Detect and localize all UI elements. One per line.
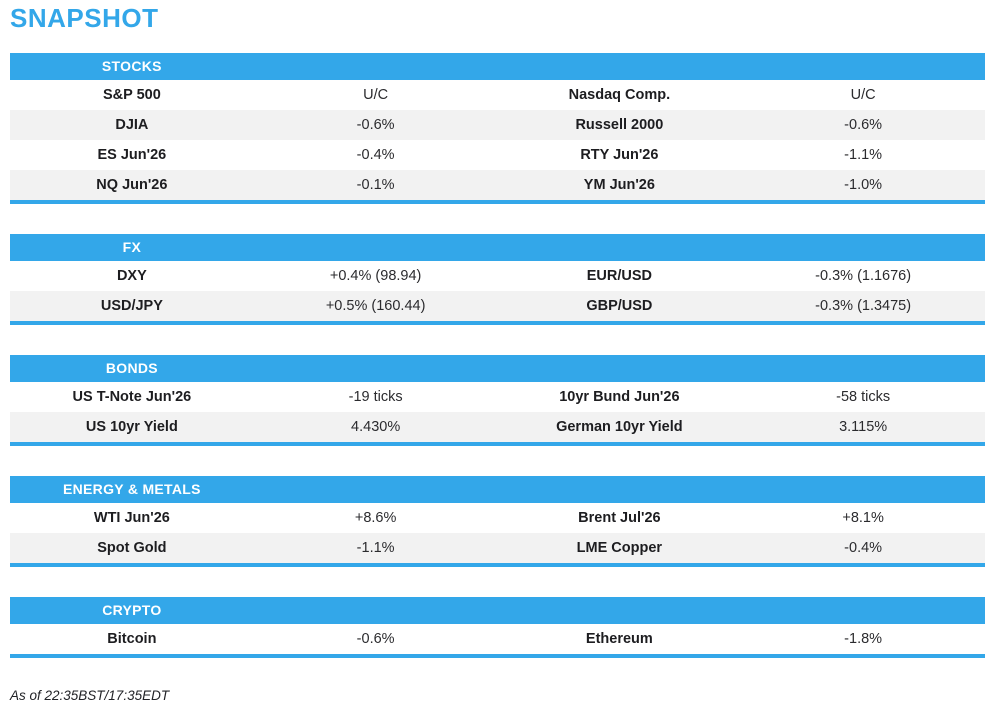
page-title: SNAPSHOT — [10, 3, 159, 33]
table-row: Bitcoin -0.6% Ethereum -1.8% — [10, 623, 985, 654]
section-energy-metals: ENERGY & METALS WTI Jun'26 +8.6% Brent Jul'… — [10, 475, 985, 567]
instrument-label: NQ Jun'26 — [96, 176, 168, 193]
section-header: FX — [10, 233, 985, 261]
table-row: WTI Jun'26 +8.6% Brent Jul'26 +8.1% — [10, 502, 985, 533]
section-title: ENERGY & METALS — [62, 481, 201, 498]
instrument-value: -0.3% (1.1676) — [815, 267, 912, 284]
section-header: STOCKS — [10, 52, 985, 80]
section-crypto: CRYPTO Bitcoin -0.6% Ethereum -1.8% — [10, 596, 985, 658]
table-row: US T-Note Jun'26 -19 ticks 10yr Bund Jun'2… — [10, 381, 985, 412]
instrument-value: -1.8% — [844, 630, 883, 647]
instrument-label: LME Copper — [576, 539, 663, 556]
instrument-label: EUR/USD — [586, 267, 652, 284]
table-row: Spot Gold -1.1% LME Copper -0.4% — [10, 532, 985, 563]
section-header: BONDS — [10, 354, 985, 382]
instrument-label: US T-Note Jun'26 — [72, 388, 192, 405]
instrument-value: +8.6% — [354, 509, 397, 526]
instrument-value: -0.6% — [356, 116, 395, 133]
table-row: US 10yr Yield 4.430% German 10yr Yield 3.11… — [10, 411, 985, 442]
instrument-value: -1.1% — [356, 539, 395, 556]
instrument-label: DXY — [116, 267, 147, 284]
instrument-label: USD/JPY — [100, 297, 163, 314]
section-stocks: STOCKS S&P 500 U/C Nasdaq Comp. U/C DJIA -0.6%… — [10, 52, 985, 204]
sections: STOCKS S&P 500 U/C Nasdaq Comp. U/C DJIA -0.6%… — [10, 52, 985, 658]
instrument-label: Brent Jul'26 — [578, 509, 661, 526]
section-bonds: BONDS US T-Note Jun'26 -19 ticks 10yr Bund … — [10, 354, 985, 446]
instrument-value: -0.4% — [844, 539, 883, 556]
instrument-label: Nasdaq Comp. — [568, 86, 671, 103]
instrument-label: Ethereum — [585, 630, 653, 647]
section-header: ENERGY & METALS — [10, 475, 985, 503]
instrument-value: -0.6% — [844, 116, 883, 133]
snapshot-page: SNAPSHOT STOCKS S&P 500 U/C Nasdaq Comp. U/C… — [10, 0, 985, 703]
instrument-value: 4.430% — [351, 418, 401, 435]
instrument-label: YM Jun'26 — [583, 176, 655, 193]
instrument-value: -0.1% — [356, 176, 395, 193]
instrument-value: -19 ticks — [348, 388, 403, 405]
instrument-value: -0.6% — [356, 630, 395, 647]
instrument-label: Spot Gold — [97, 539, 167, 556]
table-row: NQ Jun'26 -0.1% YM Jun'26 -1.0% — [10, 169, 985, 200]
table-row: DJIA -0.6% Russell 2000 -0.6% — [10, 109, 985, 140]
instrument-value: -0.4% — [356, 146, 395, 163]
instrument-label: DJIA — [115, 116, 149, 133]
section-title: CRYPTO — [102, 602, 162, 619]
section-title: STOCKS — [101, 58, 162, 75]
instrument-value: U/C — [850, 86, 876, 103]
table-row: S&P 500 U/C Nasdaq Comp. U/C — [10, 79, 985, 110]
instrument-value: -58 ticks — [836, 388, 891, 405]
section-fx: FX DXY +0.4% (98.94) EUR/USD -0.3% (1.1676) U… — [10, 233, 985, 325]
section-title: BONDS — [105, 360, 158, 377]
instrument-value: +0.5% (160.44) — [325, 297, 426, 314]
timestamp-note: As of 22:35BST/17:35EDT — [10, 687, 170, 703]
instrument-label: WTI Jun'26 — [93, 509, 170, 526]
section-title: FX — [122, 239, 142, 256]
instrument-value: -1.0% — [844, 176, 883, 193]
instrument-label: US 10yr Yield — [85, 418, 178, 435]
instrument-value: 3.115% — [839, 418, 888, 435]
instrument-value: -1.1% — [844, 146, 883, 163]
instrument-value: +8.1% — [842, 509, 884, 526]
instrument-value: +0.4% (98.94) — [329, 267, 422, 284]
instrument-label: Russell 2000 — [575, 116, 664, 133]
instrument-value: -0.3% (1.3475) — [815, 297, 912, 314]
table-row: ES Jun'26 -0.4% RTY Jun'26 -1.1% — [10, 139, 985, 170]
instrument-label: RTY Jun'26 — [580, 146, 659, 163]
instrument-label: S&P 500 — [102, 86, 161, 103]
instrument-label: German 10yr Yield — [556, 418, 683, 435]
table-row: USD/JPY +0.5% (160.44) GBP/USD -0.3% (1.347… — [10, 290, 985, 321]
instrument-label: 10yr Bund Jun'26 — [559, 388, 680, 405]
instrument-label: GBP/USD — [586, 297, 653, 314]
instrument-label: ES Jun'26 — [97, 146, 167, 163]
section-header: CRYPTO — [10, 596, 985, 624]
table-row: DXY +0.4% (98.94) EUR/USD -0.3% (1.1676) — [10, 260, 985, 291]
instrument-label: Bitcoin — [107, 630, 157, 647]
instrument-value: U/C — [363, 86, 389, 103]
